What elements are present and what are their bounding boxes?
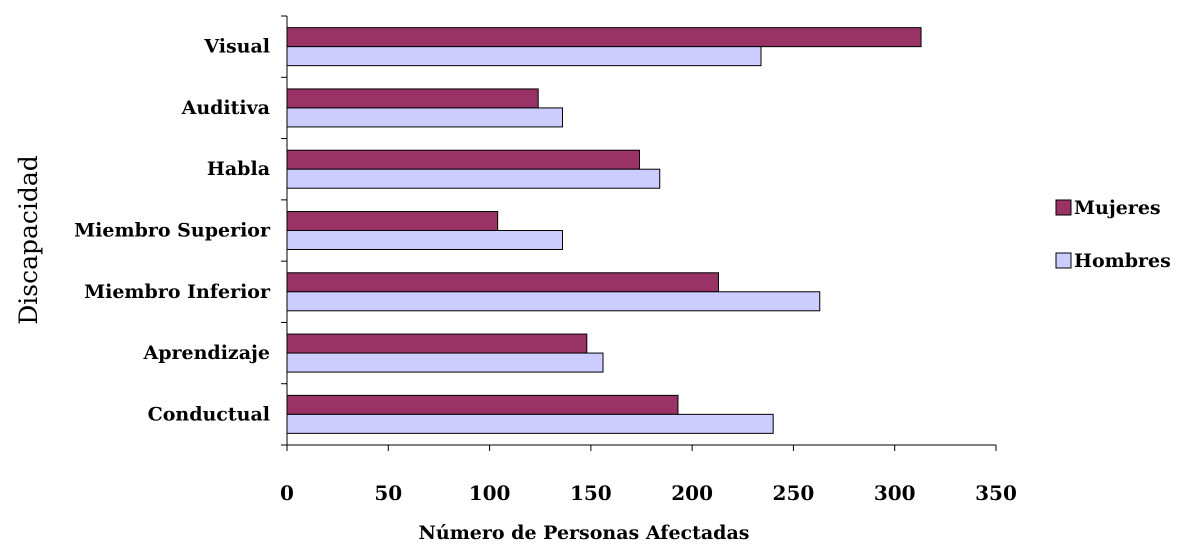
category-label-habla: Habla — [207, 158, 270, 180]
bar-hombres-habla — [286, 168, 661, 189]
legend-swatch-hombres — [1055, 252, 1072, 269]
x-tick-label: 250 — [773, 481, 815, 505]
chart-bars — [286, 27, 922, 434]
bar-mujeres-miembro-inferior — [286, 272, 719, 293]
category-label-visual: Visual — [203, 36, 270, 58]
x-tick-label: 0 — [280, 481, 294, 505]
legend-label-hombres: Hombres — [1074, 250, 1171, 272]
bar-hombres-auditiva — [286, 107, 563, 128]
bar-mujeres-auditiva — [286, 88, 539, 109]
category-label-aprendizaje: Aprendizaje — [142, 342, 270, 364]
bar-mujeres-aprendizaje — [286, 333, 588, 354]
bar-hombres-miembro-inferior — [286, 291, 821, 312]
category-label-miembro-superior: Miembro Superior — [74, 220, 271, 242]
x-tick-label: 150 — [570, 481, 612, 505]
x-tick-label: 50 — [374, 481, 402, 505]
x-tick-label: 100 — [469, 481, 511, 505]
category-label-miembro-inferior: Miembro Inferior — [84, 281, 271, 303]
category-label-conductual: Conductual — [148, 403, 270, 425]
x-axis-title: Número de Personas Afectadas — [419, 522, 750, 544]
bar-mujeres-miembro-superior — [286, 211, 499, 231]
bar-mujeres-visual — [286, 27, 922, 48]
bar-hombres-conductual — [286, 413, 774, 434]
category-label-auditiva: Auditiva — [181, 97, 270, 119]
bar-hombres-miembro-superior — [286, 230, 563, 250]
bar-mujeres-habla — [286, 149, 640, 170]
chart-legend: Mujeres Hombres — [1055, 197, 1171, 272]
legend-label-mujeres: Mujeres — [1074, 197, 1161, 219]
x-tick-label: 200 — [671, 481, 713, 505]
bar-mujeres-conductual — [286, 394, 679, 415]
bar-hombres-aprendizaje — [286, 352, 604, 373]
bar-hombres-visual — [286, 46, 762, 67]
x-tick-label: 350 — [975, 481, 1017, 505]
x-tick-label: 300 — [874, 481, 916, 505]
y-axis-title: Discapacidad — [14, 155, 43, 325]
chart-labels: 0 50 100 150 200 250 300 350 Visual Auditiva Habla… — [74, 36, 1017, 505]
legend-swatch-mujeres — [1055, 199, 1072, 216]
